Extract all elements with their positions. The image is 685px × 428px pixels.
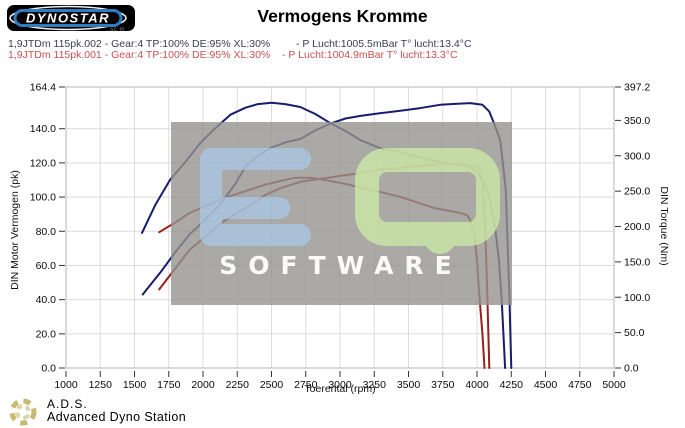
- y-left-tick-label: 20.0: [36, 328, 57, 340]
- run-conditions: - P Lucht:1004.9mBar T° lucht:13.3°C: [282, 49, 458, 61]
- x-tick-label: 4500: [534, 379, 558, 391]
- y-left-tick-label: 164.4: [30, 82, 56, 94]
- x-tick-label: 3250: [363, 379, 387, 391]
- y-right-tick-label: 397.2: [624, 82, 650, 94]
- ads-abbreviation: A.D.S.: [47, 397, 88, 411]
- x-tick-label: 1250: [89, 379, 113, 391]
- x-tick-label: 2000: [191, 379, 215, 391]
- logo-subtext: ..sc m: [106, 27, 125, 33]
- x-tick-label: 3750: [431, 379, 455, 391]
- x-tick-label: 2250: [226, 379, 250, 391]
- dynostar-logo: DYNOSTAR: [7, 5, 135, 31]
- legend-row-run-002: 1,9JTDm 115pk.002 - Gear:4 TP:100% DE:95…: [8, 38, 472, 50]
- x-tick-label: 1750: [157, 379, 181, 391]
- run-conditions: - P Lucht:1005.5mBar T° lucht:13.4°C: [296, 38, 472, 50]
- ads-full-name: Advanced Dyno Station: [47, 410, 187, 424]
- y-right-tick-label: 250.0: [624, 186, 650, 198]
- logo-oval: [9, 5, 127, 31]
- legend-row-run-001: 1,9JTDm 115pk.001 - Gear:4 TP:100% DE:95…: [8, 49, 458, 61]
- y-left-tick-label: 60.0: [36, 260, 57, 272]
- run-name: 1,9JTDm 115pk.001 - Gear:4 TP:100% DE:95…: [8, 49, 271, 61]
- x-tick-label: 1000: [54, 379, 78, 391]
- y-left-tick-label: 120.0: [30, 157, 56, 169]
- page-title: Vermogens Kromme: [257, 6, 428, 26]
- logo-band: [13, 9, 123, 27]
- watermark-software-text: SOFTWARE: [219, 251, 463, 280]
- x-tick-label: 3500: [397, 379, 421, 391]
- y-axis-left-title: DIN Motor Vermogen (pk): [9, 170, 21, 290]
- y-axis-right-title: DIN Torque (Nm): [658, 186, 670, 266]
- x-axis-title: Toerental (rpm): [304, 383, 376, 395]
- y-left-tick-label: 140.0: [30, 123, 56, 135]
- plot-border: [65, 86, 615, 369]
- watermark-letter-e: [200, 148, 311, 246]
- y-left-tick-label: 40.0: [36, 294, 57, 306]
- logo-text: DYNOSTAR: [26, 11, 110, 26]
- y-right-tick-label: 200.0: [624, 221, 650, 233]
- x-tick-label: 3000: [328, 379, 352, 391]
- run-name: 1,9JTDm 115pk.002 - Gear:4 TP:100% DE:95…: [8, 38, 271, 50]
- y-left-tick-label: 0.0: [41, 363, 56, 375]
- x-tick-label: 2750: [294, 379, 318, 391]
- y-right-tick-label: 150.0: [624, 256, 650, 268]
- y-left-tick-label: 100.0: [30, 192, 56, 204]
- watermark-letter-q: [355, 148, 500, 254]
- eq-software-watermark: SOFTWARE: [171, 122, 512, 305]
- x-tick-label: 4750: [568, 379, 592, 391]
- x-tick-label: 4000: [465, 379, 489, 391]
- x-tick-label: 5000: [602, 379, 626, 391]
- y-left-tick-label: 80.0: [36, 226, 57, 238]
- x-tick-label: 2500: [260, 379, 284, 391]
- y-right-tick-label: 50.0: [624, 327, 645, 339]
- x-tick-label: 1500: [123, 379, 147, 391]
- y-right-tick-label: 100.0: [624, 292, 650, 304]
- ads-swirl-icon: [9, 398, 37, 426]
- y-right-tick-label: 350.0: [624, 115, 650, 127]
- y-right-tick-label: 0.0: [624, 363, 639, 375]
- y-right-tick-label: 300.0: [624, 150, 650, 162]
- x-tick-label: 4250: [500, 379, 524, 391]
